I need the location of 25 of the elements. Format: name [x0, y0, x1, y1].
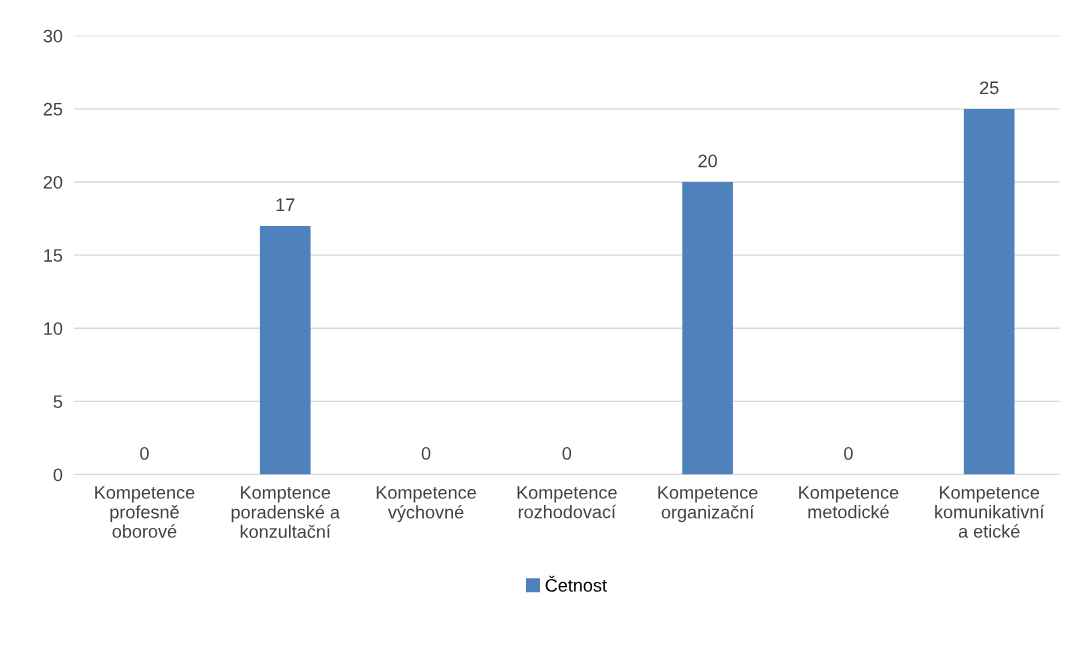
bar — [963, 108, 1015, 475]
data-label: 25 — [980, 81, 999, 95]
x-tick-label: Kompetence výchovné — [376, 486, 476, 523]
data-label: 0 — [140, 447, 149, 460]
data-label: 20 — [698, 154, 717, 168]
y-tick-label: 20 — [43, 175, 63, 189]
data-label: 17 — [276, 198, 295, 212]
x-tick-label: Kompetence profesně oborové — [95, 486, 195, 538]
bar — [682, 182, 733, 475]
x-tick-label: Kompetence metodické — [799, 486, 899, 519]
y-tick-label: 15 — [44, 249, 63, 262]
x-tick-label: Kompetence komunikativní a etické — [935, 486, 1045, 538]
y-tick-label: 0 — [53, 468, 63, 482]
bar — [259, 225, 311, 475]
x-tick-label: Kompetence rozhodovací — [517, 486, 617, 519]
y-tick-label: 5 — [53, 395, 63, 409]
y-tick-label: 30 — [43, 29, 63, 43]
x-tick-label: Kompetence organizační — [658, 486, 758, 523]
y-tick-label: 25 — [43, 102, 63, 116]
data-label: 0 — [562, 447, 572, 460]
data-label: 0 — [421, 447, 431, 460]
legend-label: Četnost — [545, 575, 607, 592]
y-tick-label: 10 — [44, 322, 63, 335]
x-tick-label: Komptence poradenské a konzultační — [231, 486, 340, 539]
data-label: 0 — [844, 447, 853, 460]
